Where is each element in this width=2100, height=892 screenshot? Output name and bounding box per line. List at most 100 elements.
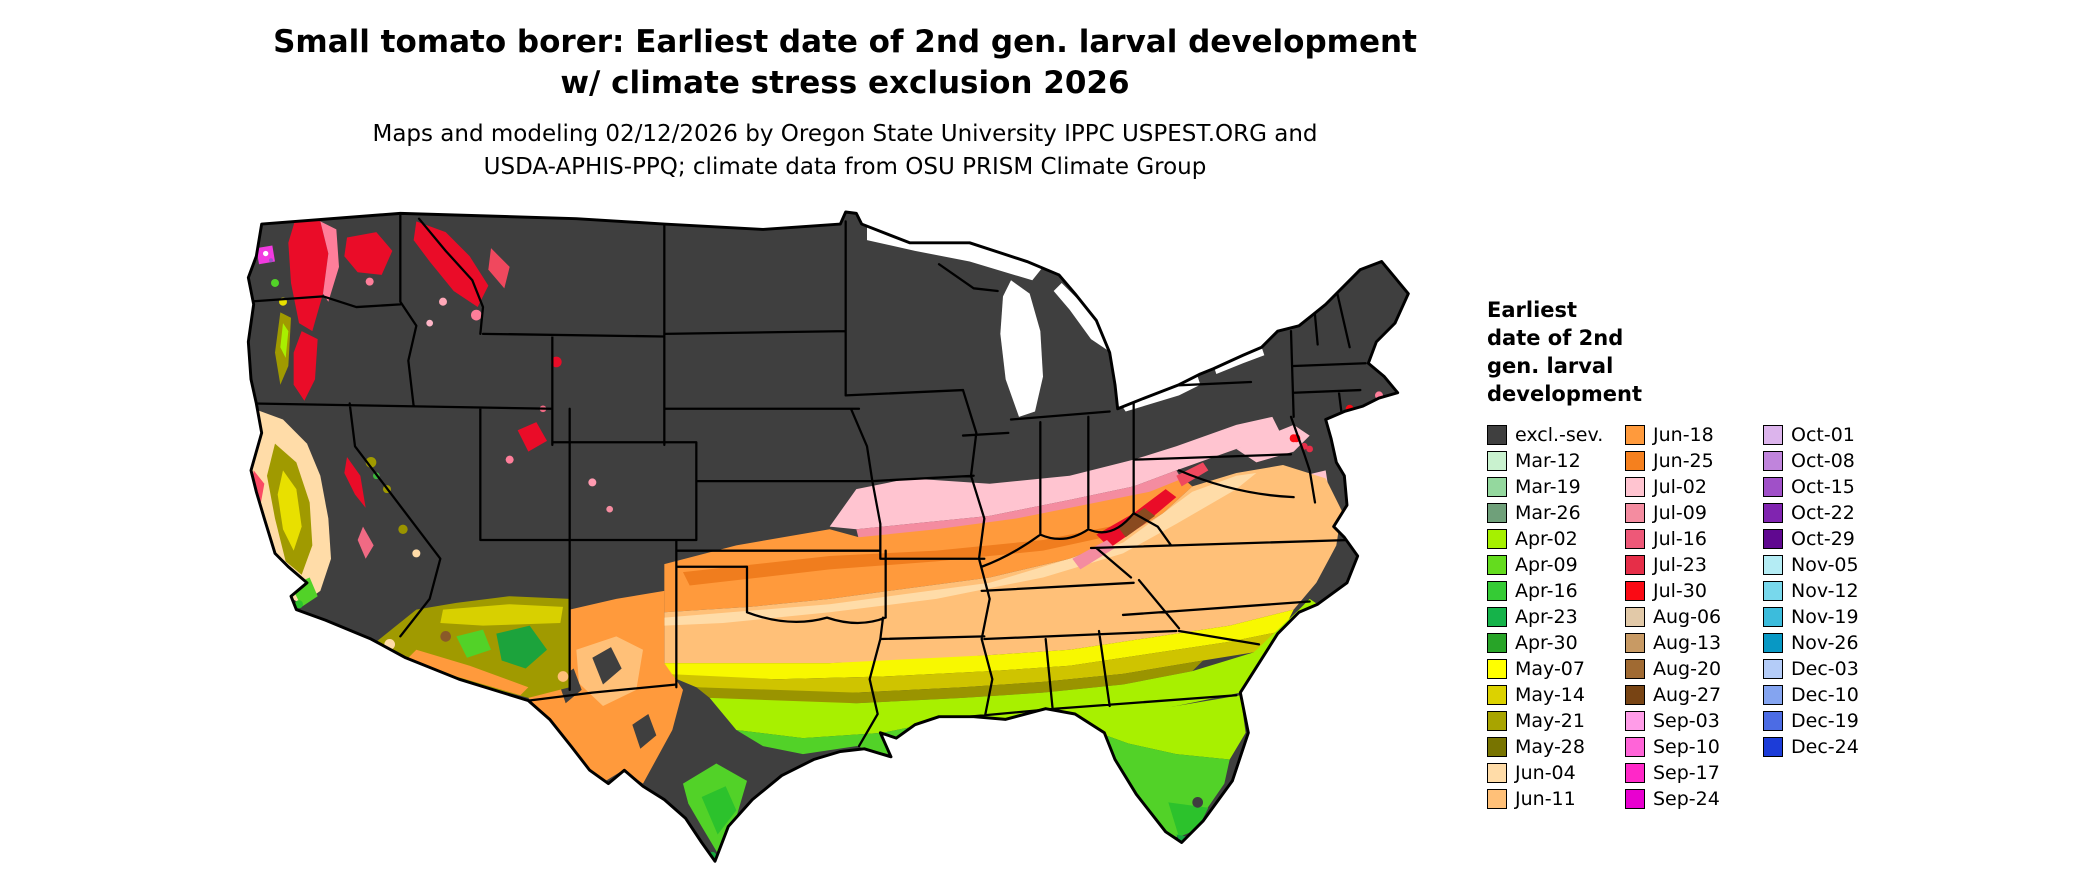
legend-swatch	[1763, 555, 1783, 575]
legend-entry: May-07	[1487, 656, 1607, 682]
legend-entry: May-21	[1487, 708, 1607, 734]
legend-label: Apr-02	[1515, 528, 1578, 550]
legend-swatch	[1487, 529, 1507, 549]
legend-swatch	[1625, 789, 1645, 809]
legend-label: Dec-10	[1791, 684, 1859, 706]
legend-swatch	[1763, 607, 1783, 627]
legend-entry: Oct-01	[1763, 422, 1883, 448]
legend-entry: Mar-19	[1487, 474, 1607, 500]
legend-label: Oct-29	[1791, 528, 1855, 550]
legend-title: Earliest date of 2nd gen. larval develop…	[1487, 296, 1883, 408]
legend-entry: Jul-30	[1625, 578, 1745, 604]
legend-swatch	[1763, 659, 1783, 679]
legend-label: Jun-18	[1653, 424, 1714, 446]
legend-label: Jun-25	[1653, 450, 1714, 472]
legend-swatch	[1487, 503, 1507, 523]
subtitle-line1: Maps and modeling 02/12/2026 by Oregon S…	[372, 121, 1318, 147]
page-title-line2: w/ climate stress exclusion 2026	[560, 65, 1130, 101]
legend-label: Nov-26	[1791, 632, 1859, 654]
legend-label: Apr-16	[1515, 580, 1578, 602]
legend-label: Sep-24	[1653, 788, 1720, 810]
map-subtitle: Maps and modeling 02/12/2026 by Oregon S…	[0, 118, 1690, 184]
map-color-regions	[248, 212, 1409, 862]
legend-entry: May-28	[1487, 734, 1607, 760]
legend-entry: Mar-12	[1487, 448, 1607, 474]
legend-swatch	[1625, 659, 1645, 679]
legend-swatch	[1763, 711, 1783, 731]
legend-entry: Jun-11	[1487, 786, 1607, 812]
legend-title-line2: date of 2nd	[1487, 326, 1624, 350]
legend-label: Aug-13	[1653, 632, 1722, 654]
subtitle-line2: USDA-APHIS-PPQ; climate data from OSU PR…	[483, 154, 1207, 180]
legend-label: Dec-19	[1791, 710, 1859, 732]
lake-michigan	[1000, 280, 1043, 417]
legend-entry: Oct-15	[1763, 474, 1883, 500]
legend-swatch	[1487, 451, 1507, 471]
legend-entry: Mar-26	[1487, 500, 1607, 526]
legend-swatch	[1625, 529, 1645, 549]
legend-entry: Oct-29	[1763, 526, 1883, 552]
legend-label: Aug-27	[1653, 684, 1722, 706]
legend-swatch	[1625, 737, 1645, 757]
legend-label: Jul-16	[1653, 528, 1707, 550]
legend-swatch	[1763, 633, 1783, 653]
legend-entry: Nov-05	[1763, 552, 1883, 578]
legend-swatch	[1625, 633, 1645, 653]
legend-entry: Jun-18	[1625, 422, 1745, 448]
state-borders	[248, 212, 1367, 750]
legend-entry: Apr-23	[1487, 604, 1607, 630]
page-title-line1: Small tomato borer: Earliest date of 2nd…	[273, 24, 1417, 60]
legend-swatch	[1763, 425, 1783, 445]
legend-entry: Apr-30	[1487, 630, 1607, 656]
legend-label: Dec-24	[1791, 736, 1859, 758]
legend-entry: Aug-27	[1625, 682, 1745, 708]
legend-entry: Sep-24	[1625, 786, 1745, 812]
legend-label: Mar-19	[1515, 476, 1581, 498]
legend-entry: Dec-19	[1763, 708, 1883, 734]
legend-label: Jul-09	[1653, 502, 1707, 524]
legend-entry: May-14	[1487, 682, 1607, 708]
legend-entry: Aug-20	[1625, 656, 1745, 682]
legend-label: Sep-10	[1653, 736, 1720, 758]
us-map	[243, 208, 1443, 884]
legend-label: Jun-11	[1515, 788, 1576, 810]
legend-swatch	[1625, 425, 1645, 445]
legend-swatch	[1625, 711, 1645, 731]
legend-entry: Nov-19	[1763, 604, 1883, 630]
legend-entry: Nov-12	[1763, 578, 1883, 604]
legend-entry: Apr-09	[1487, 552, 1607, 578]
legend-label: Mar-26	[1515, 502, 1581, 524]
map-header: Small tomato borer: Earliest date of 2nd…	[0, 22, 1690, 184]
legend-entry: Aug-13	[1625, 630, 1745, 656]
legend-swatch	[1763, 529, 1783, 549]
legend-column-2: Jun-18 Jun-25 Jul-02 Jul-09 Jul-16 Jul-23 Jul-…	[1625, 422, 1745, 812]
legend-label: Nov-12	[1791, 580, 1859, 602]
legend-entry: Dec-03	[1763, 656, 1883, 682]
legend-entry: Nov-26	[1763, 630, 1883, 656]
legend-entry: Dec-24	[1763, 734, 1883, 760]
legend-title-line1: Earliest	[1487, 298, 1578, 322]
legend-entry: Jul-02	[1625, 474, 1745, 500]
legend-swatch	[1625, 555, 1645, 575]
legend-label: Oct-08	[1791, 450, 1855, 472]
legend-columns: excl.-sev. Mar-12 Mar-19 Mar-26 Apr-02 Apr-09…	[1487, 422, 1883, 812]
legend-entry: Aug-06	[1625, 604, 1745, 630]
legend-swatch	[1487, 659, 1507, 679]
legend-label: Oct-15	[1791, 476, 1855, 498]
legend-label: Aug-20	[1653, 658, 1722, 680]
legend-label: May-14	[1515, 684, 1585, 706]
us-map-svg	[246, 210, 1410, 863]
legend-swatch	[1763, 503, 1783, 523]
legend-label: Apr-30	[1515, 632, 1578, 654]
legend-label: Jun-04	[1515, 762, 1576, 784]
legend-swatch	[1625, 477, 1645, 497]
legend-label: Oct-22	[1791, 502, 1855, 524]
legend-label: excl.-sev.	[1515, 424, 1604, 446]
legend-label: Sep-17	[1653, 762, 1720, 784]
legend-label: Nov-05	[1791, 554, 1859, 576]
legend-entry: Jun-04	[1487, 760, 1607, 786]
legend-swatch	[1625, 581, 1645, 601]
legend-label: Aug-06	[1653, 606, 1722, 628]
legend-label: Jul-30	[1653, 580, 1707, 602]
